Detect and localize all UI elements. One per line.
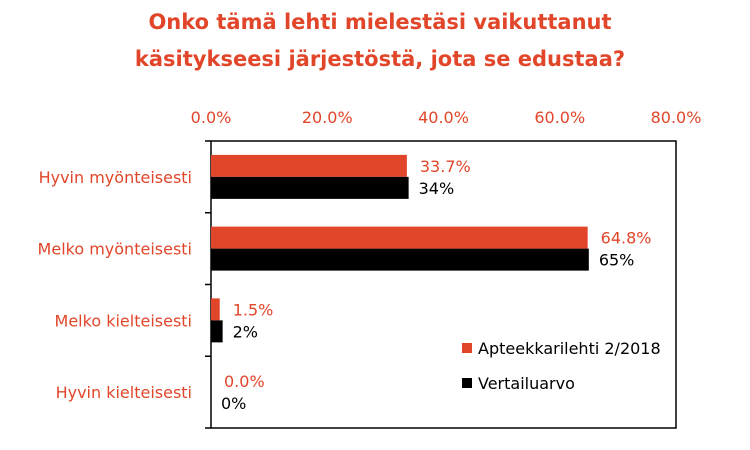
data-label-vertailuarvo-melko-kielteisesti: 2% [233,322,258,341]
legend: Apteekkarilehti 2/2018 Vertailuarvo [462,339,661,393]
data-label-vertailuarvo-melko-myonteisesti: 65% [599,251,635,270]
plot-area [205,140,677,429]
x-tick-label: 80.0% [651,108,702,127]
category-label-melko-kielteisesti: Melko kielteisesti [55,311,192,330]
legend-swatch-apteekkarilehti [462,343,472,353]
chart-title-line-2: käsitykseesi järjestöstä, jota se edusta… [135,47,625,71]
bar-apteekkarilehti-2-2018-melko-myonteisesti [211,226,588,249]
data-label-apteekkarilehti-2-2018-hyvin-kielteisesti: 0.0% [224,372,265,391]
bar-apteekkarilehti-2-2018-melko-kielteisesti [211,298,220,321]
x-tick-label: 0.0% [191,108,232,127]
bar-vertailuarvo-hyvin-myonteisesti [211,176,409,199]
data-label-apteekkarilehti-2-2018-hyvin-myonteisesti: 33.7% [420,157,471,176]
data-label-apteekkarilehti-2-2018-melko-kielteisesti: 1.5% [233,300,274,319]
x-tick-label: 60.0% [534,108,585,127]
data-label-vertailuarvo-hyvin-kielteisesti: 0% [221,394,246,413]
bar-vertailuarvo-melko-kielteisesti [211,320,223,343]
legend-label-vertailuarvo: Vertailuarvo [478,374,575,393]
x-tick-label: 20.0% [302,108,353,127]
legend-label-apteekkarilehti: Apteekkarilehti 2/2018 [478,339,661,358]
bars [211,154,589,343]
bar-apteekkarilehti-2-2018-hyvin-myonteisesti [211,154,407,177]
data-label-vertailuarvo-hyvin-myonteisesti: 34% [419,179,455,198]
category-label-hyvin-myonteisesti: Hyvin myönteisesti [39,168,192,187]
data-labels: 33.7% 34% 64.8% 65% 1.5% 2% 0.0% 0% [221,157,651,413]
chart-title-line-1: Onko tämä lehti mielestäsi vaikuttanut [148,10,611,34]
bar-vertailuarvo-melko-myonteisesti [211,248,589,271]
x-axis-ticks: 0.0% 20.0% 40.0% 60.0% 80.0% [191,108,702,127]
category-labels: Hyvin myönteisesti Melko myönteisesti Melk… [38,168,192,402]
category-label-hyvin-kielteisesti: Hyvin kielteisesti [56,383,192,402]
data-label-apteekkarilehti-2-2018-melko-myonteisesti: 64.8% [601,229,652,248]
x-tick-label: 40.0% [418,108,469,127]
category-label-melko-myonteisesti: Melko myönteisesti [38,240,192,259]
legend-swatch-vertailuarvo [462,378,472,388]
